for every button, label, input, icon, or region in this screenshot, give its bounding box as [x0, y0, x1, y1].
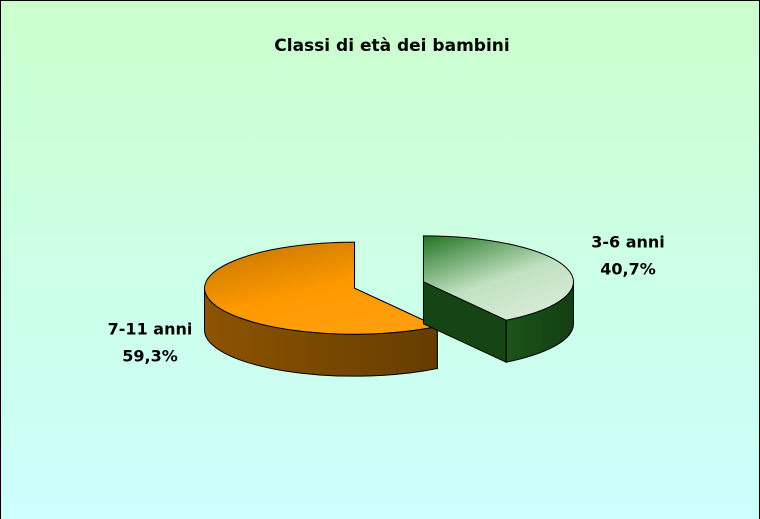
slice [422, 235, 574, 363]
slice-label: 3-6 anni [591, 233, 665, 252]
slice-value-label: 40,7% [600, 260, 656, 279]
slice-top [422, 235, 574, 321]
slice-label: 7-11 anni [108, 320, 193, 339]
slice-top [204, 241, 439, 335]
chart-title: Classi di età dei bambini [274, 36, 509, 56]
slice-value-label: 59,3% [122, 347, 178, 366]
slice [204, 241, 439, 377]
